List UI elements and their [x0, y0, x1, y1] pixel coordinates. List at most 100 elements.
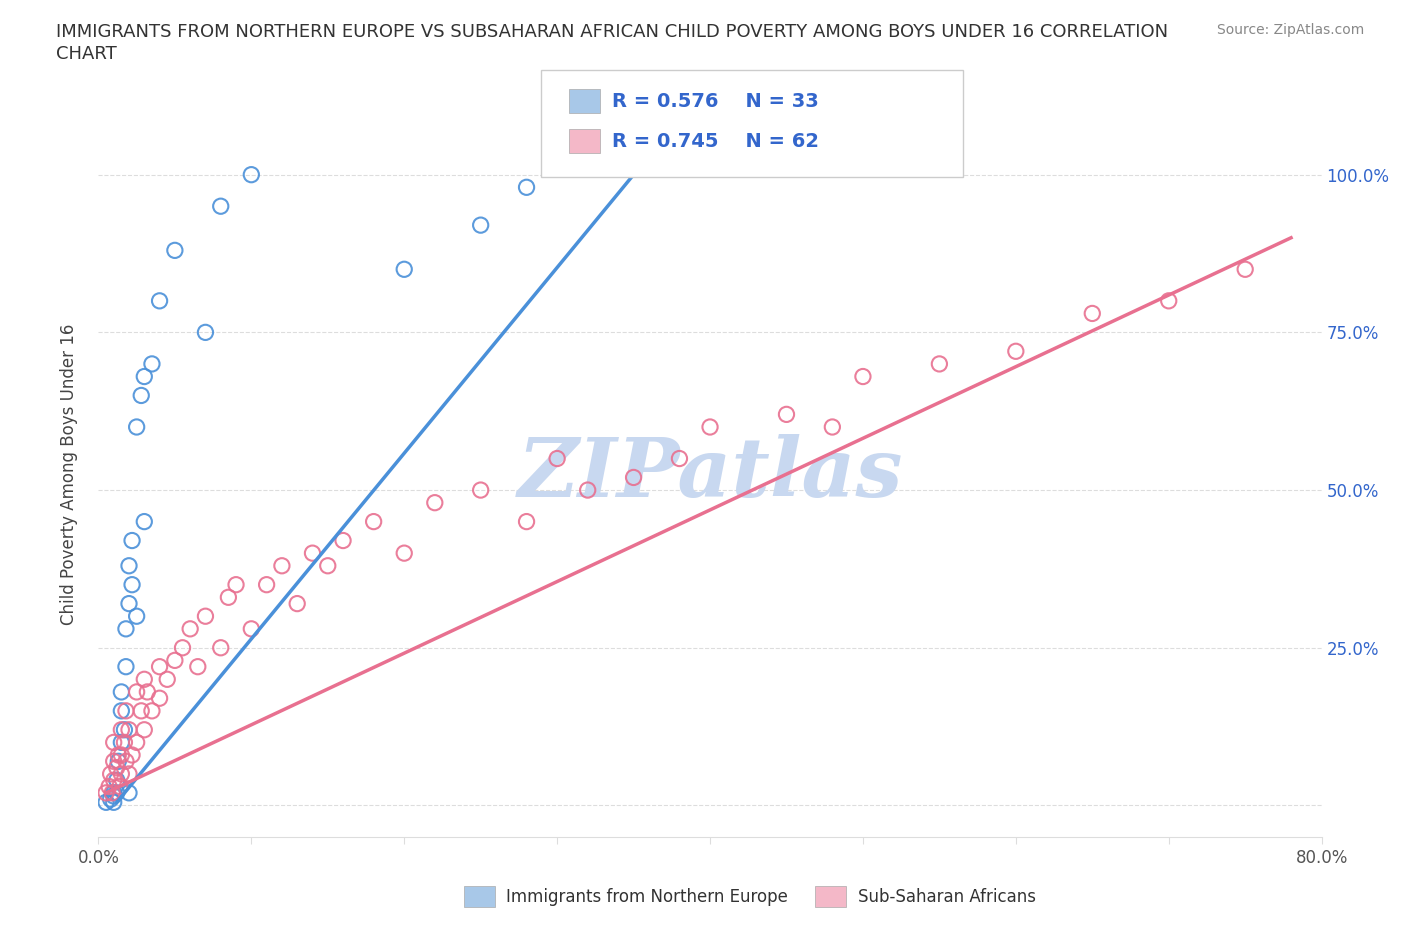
Point [118, 723, 141, 737]
Point [125, 735, 148, 750]
Point [115, 754, 138, 769]
Point [852, 369, 875, 384]
Point [316, 558, 339, 573]
Point [1234, 262, 1257, 277]
Text: CHART: CHART [56, 45, 117, 62]
Point [156, 671, 179, 686]
Point [94, 786, 117, 801]
Point [115, 703, 138, 718]
Point [125, 684, 148, 699]
Point [118, 766, 141, 781]
Point [103, 789, 125, 804]
Point [94, 795, 117, 810]
Point [121, 533, 143, 548]
Point [187, 659, 209, 674]
Point [110, 723, 132, 737]
Point [129, 703, 152, 718]
Point [115, 621, 138, 636]
Point [107, 754, 129, 769]
Text: Immigrants from Northern Europe: Immigrants from Northern Europe [506, 887, 787, 906]
Point [194, 325, 217, 339]
Point [110, 735, 132, 750]
Point [576, 483, 599, 498]
Point [103, 754, 125, 769]
Point [285, 596, 308, 611]
Point [240, 621, 263, 636]
Point [775, 407, 797, 422]
Point [101, 786, 124, 801]
Point [668, 451, 690, 466]
Text: IMMIGRANTS FROM NORTHERN EUROPE VS SUBSAHARAN AFRICAN CHILD POVERTY AMONG BOYS U: IMMIGRANTS FROM NORTHERN EUROPE VS SUBSA… [56, 23, 1168, 41]
Text: R = 0.576    N = 33: R = 0.576 N = 33 [612, 92, 818, 111]
Point [105, 760, 128, 775]
Point [1157, 293, 1180, 308]
Point [179, 621, 201, 636]
Point [121, 578, 143, 592]
Text: R = 0.745    N = 62: R = 0.745 N = 62 [612, 132, 818, 151]
Point [821, 419, 844, 434]
Point [699, 419, 721, 434]
Text: Sub-Saharan Africans: Sub-Saharan Africans [858, 887, 1036, 906]
Point [516, 514, 538, 529]
Point [1004, 344, 1026, 359]
Point [103, 786, 125, 801]
Point [103, 773, 125, 788]
Point [105, 773, 128, 788]
Point [209, 641, 232, 656]
Point [392, 546, 416, 561]
Point [110, 748, 132, 763]
Point [240, 167, 263, 182]
Point [194, 609, 217, 624]
Point [103, 795, 125, 810]
Point [118, 596, 141, 611]
Point [125, 609, 148, 624]
Point [118, 558, 141, 573]
Point [100, 766, 122, 781]
Point [392, 262, 416, 277]
Point [363, 514, 385, 529]
Point [134, 671, 156, 686]
Point [217, 590, 239, 604]
Point [928, 356, 950, 371]
Point [136, 684, 159, 699]
Text: Source: ZipAtlas.com: Source: ZipAtlas.com [1216, 23, 1364, 37]
Point [105, 786, 128, 801]
Point [163, 653, 186, 668]
Point [112, 723, 135, 737]
Point [149, 659, 172, 674]
Point [516, 179, 538, 194]
Point [134, 514, 156, 529]
Point [110, 684, 132, 699]
Point [110, 766, 132, 781]
Text: ZIPatlas: ZIPatlas [517, 434, 903, 514]
Point [100, 791, 122, 806]
Point [141, 356, 163, 371]
Point [134, 723, 156, 737]
Point [209, 199, 232, 214]
Point [256, 578, 278, 592]
Point [270, 558, 292, 573]
Point [546, 451, 568, 466]
Point [301, 546, 323, 561]
Point [332, 533, 354, 548]
Point [98, 779, 121, 794]
Point [172, 641, 194, 656]
Point [623, 470, 645, 485]
Point [115, 659, 138, 674]
Point [118, 786, 141, 801]
Point [423, 496, 446, 511]
Point [225, 578, 247, 592]
Point [470, 218, 492, 232]
Point [103, 735, 125, 750]
Point [125, 419, 148, 434]
Point [149, 691, 172, 706]
Point [141, 703, 163, 718]
Point [163, 243, 186, 258]
Point [129, 388, 152, 403]
Point [108, 779, 131, 794]
Point [149, 293, 172, 308]
Point [470, 483, 492, 498]
Point [134, 369, 156, 384]
Point [1081, 306, 1104, 321]
Y-axis label: Child Poverty Among Boys Under 16: Child Poverty Among Boys Under 16 [59, 324, 77, 625]
